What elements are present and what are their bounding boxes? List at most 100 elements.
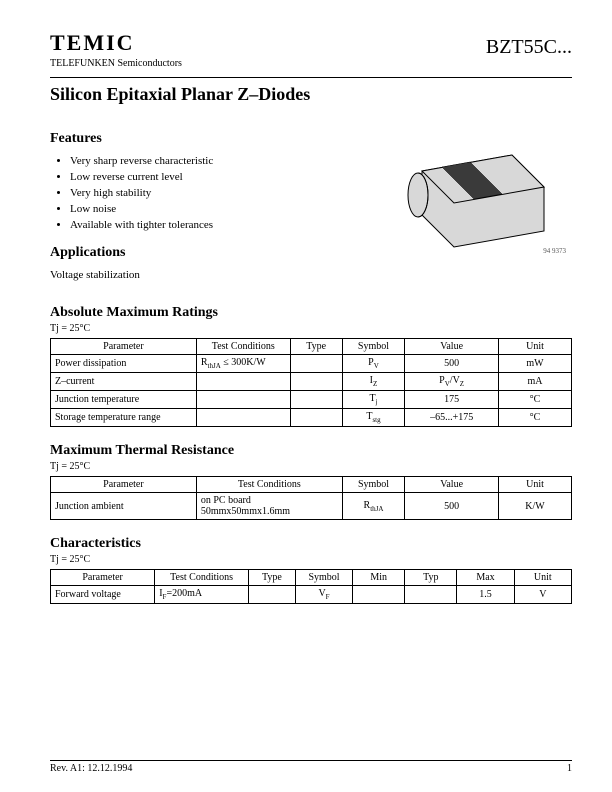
col-symbol: Symbol (342, 477, 405, 493)
abs-max-tj-note: Tj = 25°C (50, 323, 572, 334)
col-symbol: Symbol (295, 570, 352, 586)
cell-value: PV/VZ (405, 373, 499, 391)
characteristics-heading: Characteristics (50, 536, 572, 552)
cell-param: Storage temperature range (51, 409, 197, 427)
cell-type (290, 355, 342, 373)
feature-item: Very sharp reverse characteristic (70, 155, 342, 167)
col-value: Value (405, 477, 499, 493)
cell-symbol: RthJA (342, 493, 405, 520)
cell-param: Junction ambient (51, 493, 197, 520)
applications-text: Voltage stabilization (50, 269, 342, 281)
brand-block: TEMIC TELEFUNKEN Semiconductors (50, 30, 182, 69)
cell-type (290, 373, 342, 391)
col-unit: Unit (499, 339, 572, 355)
cell-type (290, 409, 342, 427)
cell-unit: V (514, 586, 571, 604)
cell-value: –65...+175 (405, 409, 499, 427)
cell-unit: °C (499, 409, 572, 427)
col-type: Type (290, 339, 342, 355)
cell-symbol: Tj (342, 391, 405, 409)
cell-cond (196, 373, 290, 391)
cell-symbol: IZ (342, 373, 405, 391)
col-type: Type (248, 570, 295, 586)
thermal-table: Parameter Test Conditions Symbol Value U… (50, 476, 572, 520)
thermal-heading: Maximum Thermal Resistance (50, 443, 572, 459)
cell-param: Junction temperature (51, 391, 197, 409)
cell-cond: RthJA ≤ 300K/W (196, 355, 290, 373)
cell-param: Power dissipation (51, 355, 197, 373)
cell-value: 500 (405, 493, 499, 520)
col-parameter: Parameter (51, 477, 197, 493)
part-number: BZT55C... (486, 36, 572, 59)
features-list: Very sharp reverse characteristic Low re… (50, 155, 342, 231)
cell-unit: mA (499, 373, 572, 391)
col-test-conditions: Test Conditions (196, 339, 290, 355)
features-heading: Features (50, 131, 342, 147)
col-symbol: Symbol (342, 339, 405, 355)
characteristics-table: Parameter Test Conditions Type Symbol Mi… (50, 569, 572, 604)
cell-param: Forward voltage (51, 586, 155, 604)
characteristics-section: Characteristics Tj = 25°C Parameter Test… (50, 536, 572, 604)
cell-param: Z–current (51, 373, 197, 391)
package-diagram: 94 9373 (372, 131, 572, 261)
thermal-tj-note: Tj = 25°C (50, 461, 572, 472)
abs-max-section: Absolute Maximum Ratings Tj = 25°C Param… (50, 305, 572, 427)
cell-value: 175 (405, 391, 499, 409)
feature-item: Available with tighter tolerances (70, 219, 342, 231)
table-header-row: Parameter Test Conditions Symbol Value U… (51, 477, 572, 493)
characteristics-tj-note: Tj = 25°C (50, 554, 572, 565)
cell-max: 1.5 (457, 586, 514, 604)
col-typ: Typ (405, 570, 457, 586)
cell-unit: °C (499, 391, 572, 409)
cell-type (248, 586, 295, 604)
table-row: Storage temperature range Tstg –65...+17… (51, 409, 572, 427)
header-rule (50, 77, 572, 78)
cell-symbol: VF (295, 586, 352, 604)
col-max: Max (457, 570, 514, 586)
table-row: Forward voltage IF=200mA VF 1.5 V (51, 586, 572, 604)
col-parameter: Parameter (51, 570, 155, 586)
feature-item: Very high stability (70, 187, 342, 199)
abs-max-heading: Absolute Maximum Ratings (50, 305, 572, 321)
thermal-section: Maximum Thermal Resistance Tj = 25°C Par… (50, 443, 572, 520)
col-unit: Unit (499, 477, 572, 493)
footer-rule (50, 760, 572, 761)
revision-text: Rev. A1: 12.12.1994 (50, 763, 132, 774)
feature-item: Low noise (70, 203, 342, 215)
col-test-conditions: Test Conditions (155, 570, 249, 586)
col-unit: Unit (514, 570, 571, 586)
table-row: Junction ambient on PC board 50mmx50mmx1… (51, 493, 572, 520)
cell-cond (196, 391, 290, 409)
col-value: Value (405, 339, 499, 355)
brand-name: TEMIC (50, 30, 182, 56)
features-applications-col: Features Very sharp reverse characterist… (50, 131, 342, 281)
cell-min (353, 586, 405, 604)
applications-heading: Applications (50, 245, 342, 261)
feature-item: Low reverse current level (70, 171, 342, 183)
document-title: Silicon Epitaxial Planar Z–Diodes (50, 84, 572, 105)
table-row: Junction temperature Tj 175 °C (51, 391, 572, 409)
cell-cond: on PC board 50mmx50mmx1.6mm (196, 493, 342, 520)
figure-reference: 94 9373 (543, 247, 566, 255)
col-min: Min (353, 570, 405, 586)
col-parameter: Parameter (51, 339, 197, 355)
col-test-conditions: Test Conditions (196, 477, 342, 493)
cell-unit: mW (499, 355, 572, 373)
table-header-row: Parameter Test Conditions Type Symbol Va… (51, 339, 572, 355)
cell-symbol: Tstg (342, 409, 405, 427)
features-diagram-row: Features Very sharp reverse characterist… (50, 131, 572, 281)
abs-max-table: Parameter Test Conditions Type Symbol Va… (50, 338, 572, 427)
cell-cond (196, 409, 290, 427)
page-header: TEMIC TELEFUNKEN Semiconductors BZT55C..… (50, 30, 572, 69)
cell-type (290, 391, 342, 409)
cell-symbol: PV (342, 355, 405, 373)
cell-value: 500 (405, 355, 499, 373)
page-number: 1 (567, 763, 572, 774)
page-footer: Rev. A1: 12.12.1994 1 (50, 760, 572, 774)
diode-package-icon (372, 131, 572, 261)
table-row: Z–current IZ PV/VZ mA (51, 373, 572, 391)
cell-typ (405, 586, 457, 604)
cell-cond: IF=200mA (155, 586, 249, 604)
cell-unit: K/W (499, 493, 572, 520)
table-header-row: Parameter Test Conditions Type Symbol Mi… (51, 570, 572, 586)
